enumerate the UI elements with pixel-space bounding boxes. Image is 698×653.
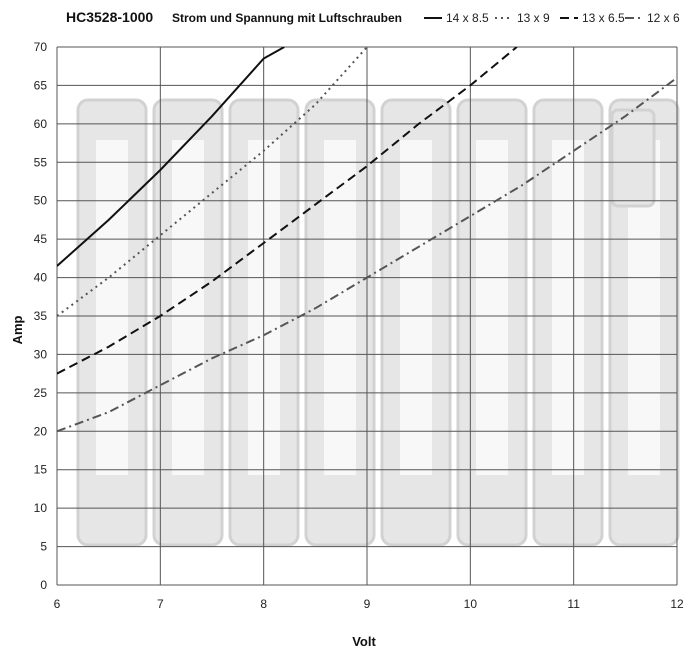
x-axis-label: Volt	[352, 634, 376, 649]
y-tick-label: 10	[34, 501, 48, 515]
legend-label-3: 13 x 6.5	[582, 11, 625, 25]
watermark-letter-inner	[552, 140, 584, 475]
x-tick-labels: 6 7 8 9 10 11 12	[54, 597, 684, 611]
y-tick-label: 30	[34, 347, 48, 361]
y-tick-label: 25	[34, 386, 48, 400]
chart-title: HC3528-1000	[66, 9, 153, 25]
watermark-letter-inner	[324, 140, 356, 475]
y-tick-label: 15	[34, 463, 48, 477]
y-tick-label: 65	[34, 78, 48, 92]
y-tick-label: 50	[34, 194, 48, 208]
watermark-letter-inner	[96, 140, 128, 475]
y-tick-label: 60	[34, 117, 48, 131]
y-axis-label: Amp	[10, 315, 25, 344]
x-tick-label: 7	[157, 597, 164, 611]
watermark	[76, 98, 680, 547]
series-line-1	[57, 47, 285, 267]
x-tick-label: 6	[54, 597, 61, 611]
series-lines	[57, 47, 677, 433]
y-tick-label: 20	[34, 424, 48, 438]
y-tick-label: 55	[34, 155, 48, 169]
legend: 14 x 8.5 13 x 9 13 x 6.5 12 x 6	[424, 11, 680, 25]
watermark-letter-inner	[400, 140, 432, 475]
x-tick-label: 10	[464, 597, 478, 611]
legend-label-1: 14 x 8.5	[446, 11, 489, 25]
y-tick-label: 40	[34, 271, 48, 285]
x-tick-label: 8	[260, 597, 267, 611]
legend-label-4: 12 x 6	[647, 11, 680, 25]
watermark-letter-inner	[172, 140, 204, 475]
series-line-3	[57, 47, 518, 375]
y-tick-label: 0	[40, 578, 47, 592]
y-tick-label: 70	[34, 40, 48, 54]
watermark-letter-inner	[476, 140, 508, 475]
y-tick-label: 45	[34, 232, 48, 246]
series-line-4	[57, 76, 677, 433]
y-tick-label: 5	[40, 540, 47, 554]
legend-label-2: 13 x 9	[517, 11, 550, 25]
x-tick-label: 9	[364, 597, 371, 611]
x-tick-label: 11	[567, 597, 580, 611]
y-tick-label: 35	[34, 309, 48, 323]
y-tick-labels: 0 5 10 15 20 25 30 35 40 45 50 55 60 65 70	[34, 40, 48, 592]
chart-subtitle: Strom und Spannung mit Luftschrauben	[172, 11, 402, 25]
gridlines	[56, 46, 678, 586]
x-tick-label: 12	[670, 597, 684, 611]
watermark-tm	[610, 108, 656, 208]
